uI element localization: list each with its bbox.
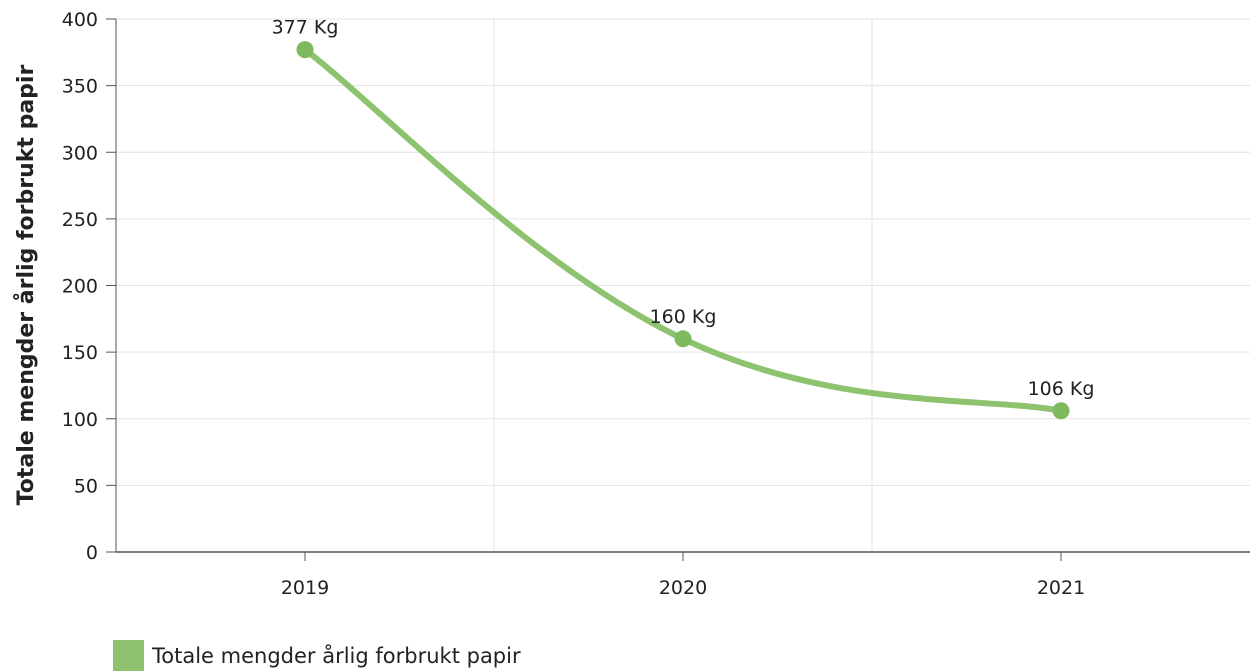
y-tick-label: 400: [62, 9, 98, 31]
x-tick-label: 2021: [1037, 577, 1085, 599]
series-layer: 377 Kg 160 Kg 106 Kg: [272, 17, 1095, 420]
y-tick-label: 150: [62, 342, 98, 364]
legend-label: Totale mengder årlig forbrukt papir: [152, 643, 521, 668]
y-axis-title: Totale mengder årlig forbrukt papir: [13, 65, 39, 506]
legend-swatch: [113, 640, 144, 671]
series-line: [302, 46, 1064, 414]
y-tick-label: 50: [74, 475, 98, 497]
y-tick-label: 350: [62, 76, 98, 98]
x-tick-label: 2020: [659, 577, 707, 599]
axis-layer: 0 50 100 150 200 250 300 350 400 2019 2020 2021: [62, 9, 1250, 599]
data-label: 377 Kg: [272, 17, 339, 39]
data-label: 160 Kg: [650, 306, 717, 328]
legend: Totale mengder årlig forbrukt papir: [113, 640, 521, 671]
y-tick-label: 0: [86, 542, 98, 564]
y-tick-label: 250: [62, 209, 98, 231]
data-point: [674, 330, 692, 348]
grid-layer: [116, 18, 1250, 552]
y-tick-label: 300: [62, 142, 98, 164]
y-tick-label: 100: [62, 409, 98, 431]
x-tick-label: 2019: [281, 577, 329, 599]
y-tick-label: 200: [62, 276, 98, 298]
data-point: [296, 41, 314, 59]
data-label: 106 Kg: [1028, 378, 1095, 400]
data-point: [1052, 402, 1070, 420]
